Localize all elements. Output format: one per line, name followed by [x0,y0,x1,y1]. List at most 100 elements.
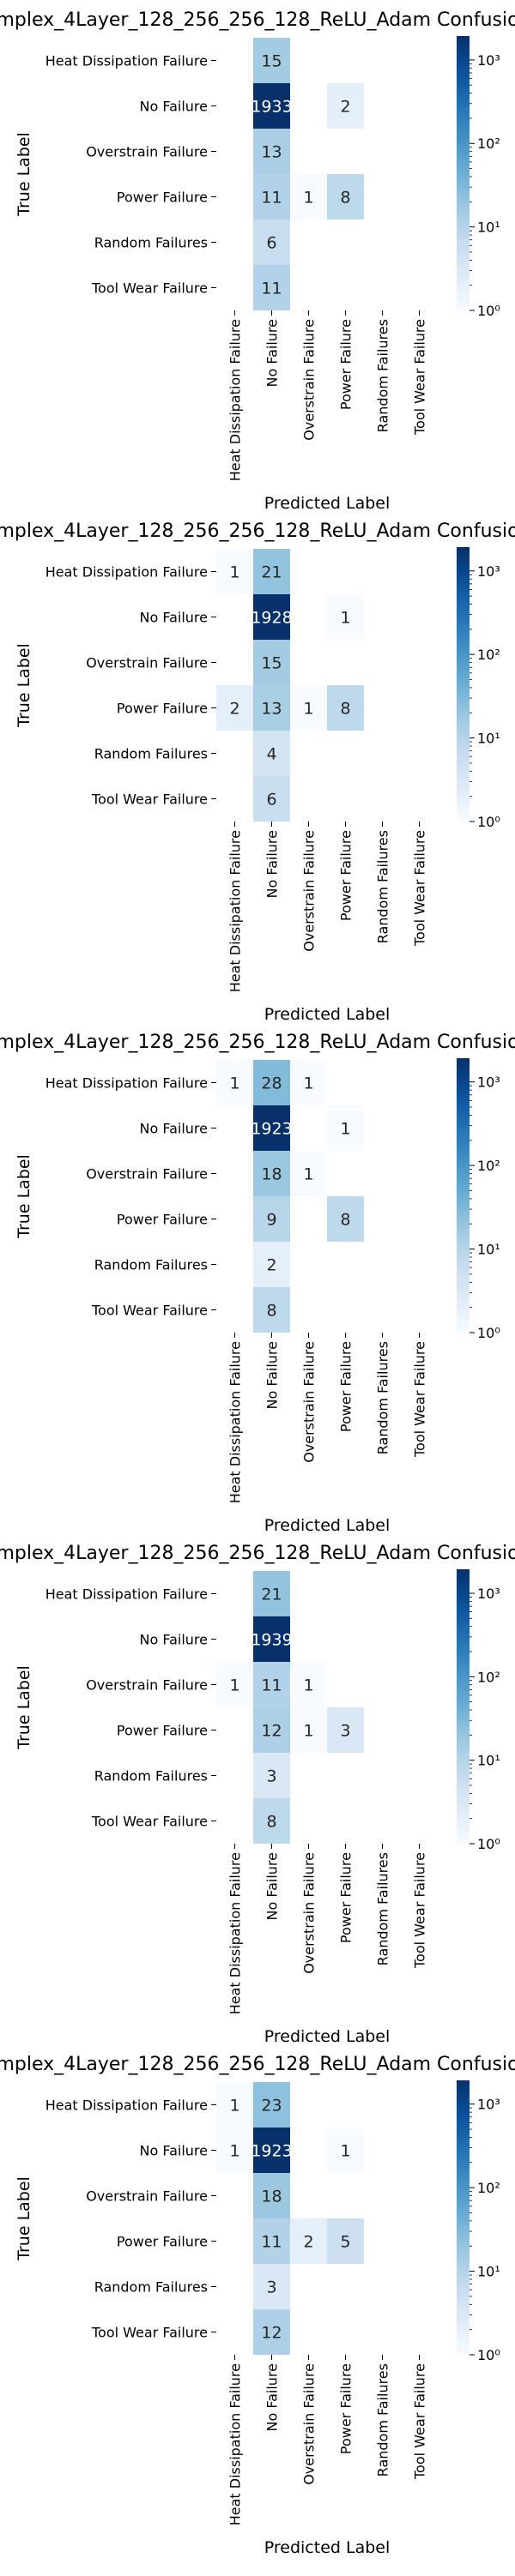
x-tick-label: No Failure [264,2363,281,2431]
heatmap-cell [253,2082,290,2128]
cell-value-label: 1 [229,2142,239,2161]
cell-value-label: 1928 [251,609,292,628]
x-tick-label: Heat Dissipation Failure [227,1341,244,1503]
colorbar-tick-label: 10⁰ [477,1325,500,1341]
confusion-matrix-panel: mplex_4Layer_128_256_256_128_ReLU_Adam C… [0,521,515,1024]
heatmap-cell [216,2128,253,2173]
colorbar [457,1569,470,1844]
cell-value-label: 23 [261,2097,282,2116]
heatmap-cell [327,83,364,129]
y-tick-label: No Failure [140,99,208,115]
cell-value-label: 18 [261,2188,282,2206]
confusion-matrix-panel: mplex_4Layer_128_256_256_128_ReLU_Adam C… [0,1032,515,1535]
heatmap-cell [253,1707,290,1753]
x-axis-label: Predicted Label [264,494,391,513]
x-tick-label: Random Failures [375,1341,391,1454]
x-tick-label: Tool Wear Failure [412,1852,428,1969]
cell-value-label: 1923 [251,2142,292,2161]
colorbar-tick-label: 10² [477,1669,500,1685]
cell-value-label: 1 [303,1676,313,1695]
cell-value-label: 11 [261,280,282,298]
y-tick-label: Heat Dissipation Failure [45,1075,208,1092]
y-tick-label: Random Failures [94,2279,208,2296]
cell-value-label: 5 [340,2233,350,2252]
x-tick-label: No Failure [264,1341,281,1409]
cell-value-label: 1939 [251,1631,292,1650]
cell-value-label: 1 [340,1120,350,1139]
chart-title: mplex_4Layer_128_256_256_128_ReLU_Adam C… [0,2054,515,2075]
heatmap-cell [253,1105,290,1151]
heatmap-cell [253,1060,290,1105]
cell-value-label: 1 [303,1074,313,1093]
cell-value-label: 11 [261,1676,282,1695]
cell-value-label: 1 [303,1722,313,1741]
colorbar-tick-label: 10³ [477,52,500,69]
y-tick-label: Heat Dissipation Failure [45,53,208,69]
y-tick-label: No Failure [140,2143,208,2159]
x-tick-label: Heat Dissipation Failure [227,1852,244,2014]
cell-value-label: 1 [229,563,239,582]
y-tick-label: Random Failures [94,1768,208,1785]
colorbar-tick-label: 10³ [477,563,500,580]
chart-title: mplex_4Layer_128_256_256_128_ReLU_Adam C… [0,521,515,542]
heatmap-cell [253,129,290,174]
cell-value-label: 21 [261,563,282,582]
y-tick-label: Heat Dissipation Failure [45,1586,208,1603]
x-tick-label: No Failure [264,319,281,387]
cell-value-label: 2 [266,1256,276,1275]
heatmap-cell [253,2309,290,2355]
x-tick-label: Power Failure [338,1341,354,1432]
y-axis-label: True Label [15,1154,33,1239]
confusion-matrix-panel: mplex_4Layer_128_256_256_128_ReLU_Adam C… [0,1543,515,2046]
heatmap-cell [216,549,253,594]
x-tick-label: Random Failures [375,1852,391,1965]
x-tick-label: Heat Dissipation Failure [227,2363,244,2525]
colorbar [457,2080,470,2355]
x-tick-label: Overstrain Failure [301,1341,318,1463]
x-tick-label: Heat Dissipation Failure [227,830,244,992]
heatmap-cell [253,2173,290,2218]
y-axis-label: True Label [15,132,33,217]
cell-value-label: 3 [340,1722,350,1741]
cell-value-label: 15 [261,52,282,71]
chart-title: mplex_4Layer_128_256_256_128_ReLU_Adam C… [0,1543,515,1564]
heatmap-cell [327,174,364,220]
x-tick-label: Power Failure [338,1852,354,1943]
colorbar-tick-label: 10¹ [477,220,500,236]
heatmap-cell [253,1242,290,1287]
y-tick-label: Overstrain Failure [86,1677,208,1694]
y-tick-label: Overstrain Failure [86,655,208,671]
heatmap-cell [290,2218,327,2264]
colorbar [457,36,470,310]
y-tick-label: Overstrain Failure [86,2188,208,2205]
heatmap-cell [290,1662,327,1707]
heatmap-cell [216,1662,253,1707]
x-tick-label: Power Failure [338,830,354,921]
heatmap-cell [327,1196,364,1242]
heatmap-cell [253,731,290,776]
heatmap-cell [327,594,364,640]
y-tick-label: Random Failures [94,235,208,251]
cell-value-label: 1933 [251,98,292,117]
cell-value-label: 1 [229,1074,239,1093]
colorbar-tick-label: 10³ [477,1074,500,1091]
colorbar-tick-label: 10⁰ [477,303,500,319]
x-tick-label: Random Failures [375,830,391,943]
heatmap-cell [253,640,290,685]
cell-value-label: 11 [261,189,282,208]
colorbar-tick-label: 10² [477,2180,500,2196]
y-tick-label: Power Failure [117,701,208,717]
colorbar-tick-label: 10² [477,135,500,152]
y-axis-label: True Label [15,1665,33,1750]
x-tick-label: Overstrain Failure [301,319,318,441]
x-tick-label: Tool Wear Failure [412,2363,428,2480]
cell-value-label: 2 [303,2233,313,2252]
heatmap-cell [253,594,290,640]
y-tick-label: No Failure [140,1632,208,1648]
cell-value-label: 6 [266,791,276,810]
y-tick-label: Heat Dissipation Failure [45,564,208,581]
cell-value-label: 4 [266,745,276,764]
cell-value-label: 12 [261,2324,282,2343]
heatmap-cell [290,174,327,220]
y-tick-label: Tool Wear Failure [91,2325,208,2341]
